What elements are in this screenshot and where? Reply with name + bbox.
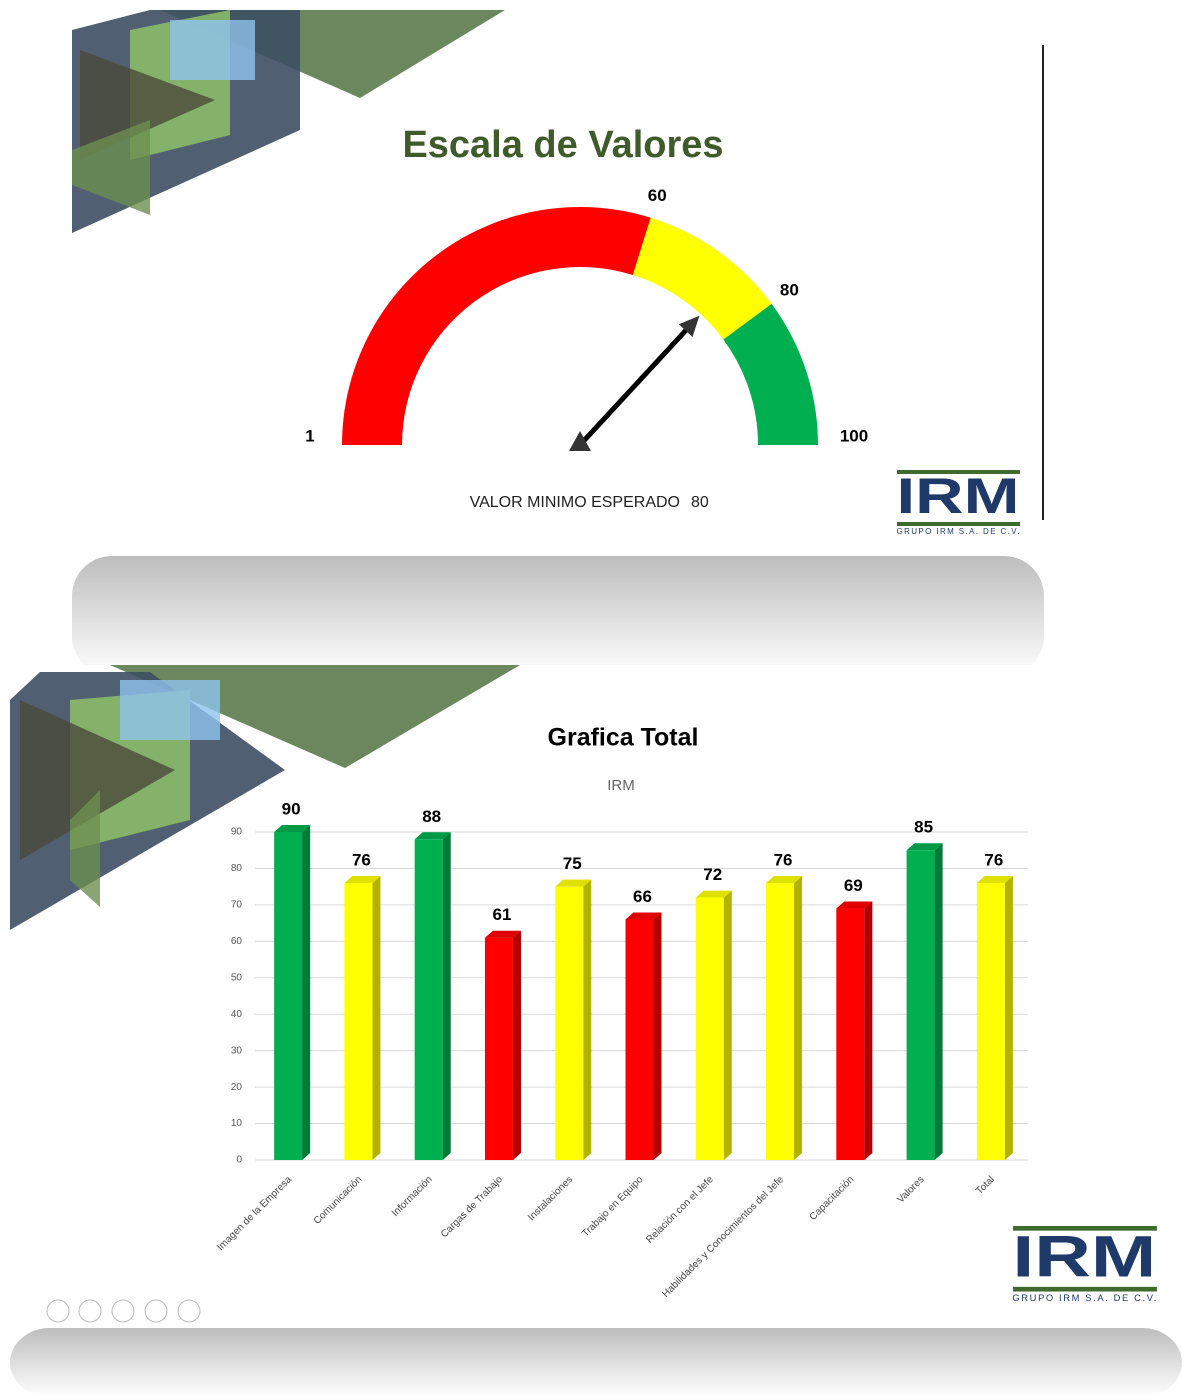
value-label: 61: [492, 905, 511, 924]
y-tick-label: 80: [231, 863, 243, 874]
screen: IRM GRUPO IRM S.A. DE C.V. IRM GRUPO IRM S.…: [0, 0, 1182, 1397]
bar: [485, 938, 513, 1160]
bar-side-shade: [654, 912, 662, 1160]
bar-side-shade: [935, 843, 943, 1160]
logo-subtitle: GRUPO IRM S.A. DE C.V.: [897, 527, 1020, 536]
value-label: 76: [984, 851, 1003, 870]
logo-bar: [897, 522, 1020, 526]
bar-side-shade: [864, 902, 872, 1160]
y-tick-label: 70: [231, 900, 243, 911]
value-label: 88: [422, 807, 441, 826]
annotation-value: 80: [691, 494, 709, 511]
bar-side-shade: [794, 876, 802, 1160]
value-label: 72: [703, 865, 722, 884]
chart-title: Grafica Total: [548, 724, 699, 752]
value-label: 85: [914, 818, 933, 837]
bar-side-shade: [372, 876, 380, 1160]
y-tick-label: 50: [231, 972, 243, 983]
reflection: [72, 556, 1044, 676]
bar-side-shade: [724, 891, 732, 1160]
logo: IRM GRUPO IRM S.A. DE C.V.: [1012, 1225, 1156, 1303]
y-tick-label: 60: [231, 936, 243, 947]
bar: [555, 887, 583, 1160]
gauge-tick-label: 80: [780, 280, 799, 299]
value-label: 90: [282, 799, 301, 818]
logo-bar: [1013, 1287, 1157, 1292]
bar-side-shade: [583, 880, 591, 1160]
chart-subtitle: IRM: [607, 777, 635, 794]
y-tick-label: 90: [231, 827, 243, 838]
y-tick-label: 0: [236, 1155, 242, 1166]
y-tick-label: 20: [231, 1082, 243, 1093]
logo-subtitle: GRUPO IRM S.A. DE C.V.: [1012, 1293, 1156, 1303]
gauge-tick-label: 100: [840, 426, 868, 445]
bar: [696, 898, 724, 1160]
bar: [415, 839, 443, 1160]
value-label: 75: [563, 854, 582, 873]
reflection: [10, 1328, 1182, 1397]
bar: [766, 883, 794, 1160]
annotation: VALOR MINIMO ESPERADO: [470, 494, 680, 511]
y-tick-label: 40: [231, 1009, 243, 1020]
bar: [626, 919, 654, 1160]
value-label: 76: [352, 851, 371, 870]
bar-side-shade: [1005, 876, 1013, 1160]
bar-side-shade: [443, 832, 451, 1160]
logo: IRM GRUPO IRM S.A. DE C.V.: [897, 468, 1021, 536]
y-tick-label: 30: [231, 1045, 243, 1056]
bar: [836, 909, 864, 1160]
logo-name: IRM: [897, 468, 1020, 524]
value-label: 76: [774, 851, 793, 870]
logo-name: IRM: [1012, 1225, 1156, 1290]
chart-title: Escala de Valores: [402, 124, 723, 166]
value-label: 69: [844, 876, 863, 895]
bar: [907, 850, 935, 1160]
bar-side-shade: [513, 931, 521, 1160]
bar-side-shade: [302, 825, 310, 1160]
bar: [274, 832, 302, 1160]
y-tick-label: 10: [231, 1118, 243, 1129]
bar: [977, 883, 1005, 1160]
bar: [344, 883, 372, 1160]
value-label: 66: [633, 887, 652, 906]
gauge-tick-label: 1: [305, 426, 314, 445]
gauge-tick-label: 60: [648, 186, 667, 205]
